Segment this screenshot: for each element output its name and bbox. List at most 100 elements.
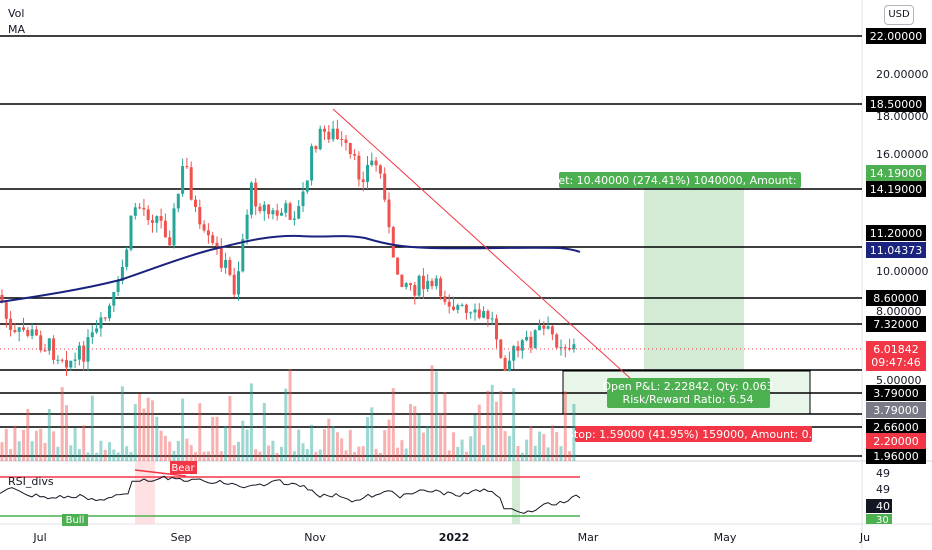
level-tag: 1.96000 (873, 450, 919, 463)
volume-bar (430, 365, 434, 461)
volume-bar (86, 452, 90, 461)
candle-body (60, 359, 64, 361)
price-axis[interactable]: 20.00000 18.00000 16.00000 10.00000 8.00… (876, 68, 929, 387)
volume-legend[interactable]: Vol (8, 7, 25, 20)
tag-14: 14.19000 (870, 167, 923, 180)
rsi-legend[interactable]: RSI_divs (8, 475, 54, 488)
currency-button[interactable]: USD (884, 5, 914, 25)
candle-body (163, 220, 167, 238)
volume-bar (327, 418, 331, 461)
horizontal-levels[interactable] (0, 35, 862, 457)
candle-body (82, 345, 86, 362)
candle-body (112, 291, 116, 306)
level-tags: 22.00000 18.50000 14.19000 11.20000 8.60000 7… (866, 28, 926, 464)
volume-bar (546, 447, 550, 461)
candle-body (542, 325, 546, 329)
volume-bar (340, 438, 344, 461)
candle-body (301, 191, 305, 207)
volume-bar (387, 419, 391, 461)
volume-bar (344, 450, 348, 461)
candle-body (323, 128, 326, 132)
candle-body (525, 336, 529, 341)
volume-bar (95, 452, 99, 461)
candle-body (520, 340, 524, 351)
volume-bar (559, 446, 563, 461)
candle-body (473, 309, 477, 313)
volume-bar (439, 413, 443, 461)
stop-label-box[interactable] (575, 426, 812, 442)
level-tag-box (866, 448, 926, 464)
volume-bar (542, 434, 546, 461)
volume-bar (17, 441, 21, 461)
volume-bar (198, 403, 202, 461)
level-tag-box (866, 181, 926, 197)
volume-bar (452, 432, 455, 461)
volume-bar (56, 446, 60, 461)
pnl-label: Open P&L: 2.22842, Qty: 0.063 (602, 380, 773, 393)
candle-body (400, 274, 404, 287)
volume-bar (563, 391, 567, 461)
volume-bar (486, 390, 490, 461)
candle-body (507, 360, 511, 371)
candle-body (103, 317, 107, 319)
volume-bar (73, 427, 77, 461)
volume-bar (288, 369, 292, 461)
volume-bar (138, 393, 142, 461)
candle-body (215, 242, 219, 247)
target-zone[interactable] (644, 186, 744, 372)
candle-body (310, 146, 314, 181)
volume-bar (52, 431, 56, 461)
volume-bar (383, 430, 387, 461)
entry-tag-box (866, 402, 926, 418)
ma-legend[interactable]: MA (8, 23, 26, 36)
volume-bar (434, 371, 438, 461)
volume-bar (507, 436, 511, 461)
volume-bar (533, 445, 537, 461)
price-tick: 5.00000 (876, 374, 922, 387)
candle-body (198, 207, 202, 225)
candle-body (486, 311, 490, 319)
level-tag-box (866, 96, 926, 112)
rsi-tick: 30 (876, 515, 889, 526)
pnl-label-box[interactable] (607, 378, 770, 408)
rsi-tick: 40 (876, 500, 890, 513)
volume-bar (490, 384, 494, 461)
volume-bar (378, 452, 382, 461)
price-tick: 18.00000 (876, 110, 929, 123)
volume-bar (224, 426, 228, 461)
candle-body (116, 280, 120, 292)
time-axis[interactable]: Jul Sep Nov 2022 Mar May Ju (32, 531, 870, 544)
candle-body (340, 138, 344, 140)
volume-bar (125, 446, 129, 461)
volume-bar (232, 445, 236, 461)
candle-body (572, 344, 576, 350)
volume-bar (82, 425, 86, 461)
time-tick: May (714, 531, 737, 544)
candle-body (516, 346, 520, 351)
candle-body (271, 210, 275, 215)
candle-body (482, 311, 486, 318)
candle-body (443, 296, 447, 302)
candle-body (13, 330, 17, 332)
volume-bar (520, 452, 524, 461)
candle-body (426, 280, 430, 290)
volume-bar (155, 416, 159, 461)
volume-bar (26, 409, 30, 461)
candle-body (108, 305, 111, 319)
candle-body (413, 284, 417, 296)
volume-bar (572, 403, 576, 461)
volume-bar (348, 429, 352, 461)
volume-bar (297, 429, 301, 461)
volume-bar (112, 449, 116, 461)
volume-bar (426, 425, 430, 461)
target-label-box[interactable] (559, 172, 801, 188)
candle-body (172, 208, 176, 246)
volume-bar (275, 452, 279, 461)
level-tag-box (866, 28, 926, 44)
trend-line[interactable] (332, 108, 631, 379)
volume-bar (310, 424, 314, 461)
volume-bar (245, 429, 249, 461)
volume-bar (473, 414, 477, 461)
volume-bar (529, 426, 533, 461)
